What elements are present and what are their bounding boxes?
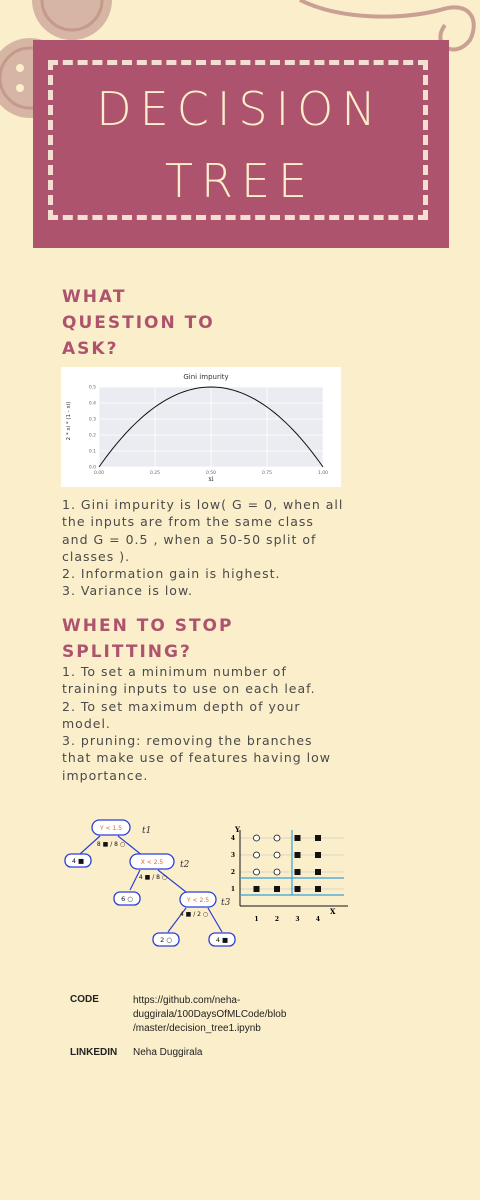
- y-tick-label: 0.3: [89, 417, 96, 423]
- open-circle-point: [273, 851, 281, 859]
- open-circle-point: [253, 868, 260, 876]
- y-tick-label: 3: [231, 852, 235, 859]
- code-link[interactable]: https://github.com/neha- duggirala/100Da…: [133, 995, 287, 1034]
- y-tick-label: 0.5: [89, 385, 96, 391]
- section1-heading: WHAT QUESTION TO ASK?: [62, 287, 215, 359]
- x-tick-label: 3: [295, 916, 299, 923]
- tree-leaf-3: [152, 932, 180, 947]
- gini-chart: Gini impurity 2 * xi * (1 - xi) xi 0.00 0…: [61, 367, 341, 487]
- filled-square-point: [315, 869, 321, 875]
- x-tick-label: 0.75: [262, 470, 272, 476]
- y-tick-label: 0.0: [89, 465, 96, 471]
- chart-title: Gini impurity: [183, 373, 228, 381]
- filled-square-point: [294, 869, 301, 875]
- label-t2: t2: [180, 860, 190, 870]
- x-tick-label: 1.00: [318, 470, 328, 476]
- open-circle-point: [253, 851, 260, 859]
- filled-square-point: [294, 835, 301, 841]
- tree-leaf-4: [208, 932, 236, 947]
- filled-square-point: [253, 886, 260, 892]
- y-tick-label: 0.2: [89, 433, 96, 439]
- tree-node-2: [129, 853, 175, 870]
- title-banner: [33, 40, 449, 248]
- svg-text:4 ■: 4 ■: [216, 936, 228, 944]
- x-tick-label: 2: [275, 916, 279, 923]
- open-circle-point: [273, 868, 281, 876]
- decor-thread: [299, 0, 476, 52]
- svg-text:Y < 2.5: Y < 2.5: [186, 897, 209, 904]
- x-tick-label: 1: [254, 916, 258, 923]
- y-tick-label: 0.4: [89, 401, 96, 407]
- svg-text:6 ○: 6 ○: [121, 895, 133, 903]
- tree-node-3: [179, 891, 217, 908]
- root-condition: Y < 1.5: [99, 825, 122, 832]
- y-axis-label: 2 * xi * (1 - xi): [66, 402, 72, 441]
- partition-plot: Y X 1 2 3 4 1 2 3 4: [231, 825, 348, 923]
- x-tick-label: 0.25: [150, 470, 160, 476]
- filled-square-point: [294, 852, 301, 858]
- y-tick-label: 4: [231, 835, 235, 842]
- svg-text:4 ■ / 2 ○: 4 ■ / 2 ○: [180, 911, 208, 918]
- section1-text: 1. Gini impurity is low( G = 0, when all…: [62, 497, 344, 599]
- section2-heading: WHEN TO STOP SPLITTING?: [62, 616, 234, 662]
- filled-square-point: [294, 886, 301, 892]
- tree-leaf-2: [113, 891, 141, 906]
- linkedin-label: LINKEDIN: [70, 1047, 118, 1058]
- y-axis-label: Y: [234, 825, 241, 834]
- svg-text:2 ○: 2 ○: [160, 936, 172, 944]
- svg-text:4 ■: 4 ■: [72, 857, 84, 865]
- button-decor-top: [32, 0, 112, 40]
- gini-plot: Gini impurity 2 * xi * (1 - xi) xi 0.00 0…: [66, 373, 328, 483]
- y-tick-label: 2: [231, 869, 235, 876]
- linkedin-value[interactable]: Neha Duggirala: [133, 1047, 203, 1058]
- root-counts: 8 ■ / 8 ○: [97, 841, 125, 848]
- x-tick-label: 4: [316, 916, 320, 923]
- title-line1: DECISION: [96, 82, 384, 136]
- section2-text: 1. To set a minimum number of training i…: [62, 664, 332, 783]
- filled-square-point: [315, 835, 321, 841]
- open-circle-point: [253, 834, 260, 842]
- title-line2: TREE: [164, 154, 316, 208]
- label-t3: t3: [221, 898, 231, 908]
- y-tick-label: 0.1: [89, 449, 96, 455]
- open-circle-point: [273, 834, 281, 842]
- tree-node-root: [91, 819, 131, 836]
- svg-text:4 ■ / 8 ○: 4 ■ / 8 ○: [139, 874, 167, 881]
- y-tick-label: 1: [231, 886, 235, 893]
- label-t1: t1: [142, 826, 151, 836]
- x-axis-label: X: [330, 907, 336, 916]
- tree-leaf-1: [64, 853, 92, 868]
- banner-dashed-border: [48, 60, 428, 220]
- svg-text:X < 2.5: X < 2.5: [141, 859, 164, 866]
- filled-square-point: [274, 886, 280, 892]
- code-label: CODE: [70, 994, 99, 1005]
- filled-square-point: [315, 886, 321, 892]
- gini-curve: [98, 386, 324, 468]
- decision-tree-diagram: Y < 1.5 t1 8 ■ / 8 ○ 4 ■ X < 2.5 t2 4 ■ …: [64, 819, 236, 947]
- x-tick-label: 0.00: [94, 470, 104, 476]
- x-axis-label: xi: [208, 476, 213, 483]
- filled-square-point: [315, 852, 321, 858]
- x-tick-label: 0.50: [206, 470, 216, 476]
